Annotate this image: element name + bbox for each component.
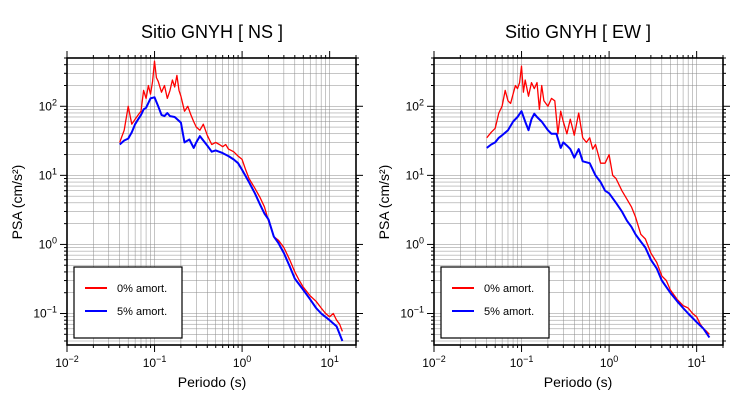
legend-box <box>73 266 183 339</box>
legend-label-0: 0% amort. <box>117 283 167 295</box>
chart-title: Sitio GNYH [ EW ] <box>505 22 651 42</box>
legend-box <box>440 266 550 339</box>
plot-frame <box>433 57 724 346</box>
series-line-0 <box>486 65 710 335</box>
legend-label-0: 0% amort. <box>484 283 534 295</box>
legend-label-1: 5% amort. <box>117 306 167 318</box>
tick-marks <box>427 51 730 352</box>
legend-label-1: 5% amort. <box>484 306 534 318</box>
series-layer <box>486 65 711 339</box>
legend: 0% amort. 5% amort. <box>73 266 183 339</box>
series-layer <box>119 60 344 342</box>
tick-marks <box>60 51 363 352</box>
chart-title: Sitio GNYH [ NS ] <box>141 22 283 42</box>
x-axis-label: Periodo (s) <box>544 374 612 390</box>
series-line-1 <box>119 96 344 342</box>
y-axis-label: PSA (cm/s²) <box>9 165 25 240</box>
legend: 0% amort. 5% amort. <box>440 266 550 339</box>
plot-frame <box>66 57 357 346</box>
x-axis-label: Periodo (s) <box>178 374 246 390</box>
chart-panel-ew: Sitio GNYH [ EW ] Periodo (s) PSA (cm/s²… <box>376 22 730 390</box>
chart-panel-ns: Sitio GNYH [ NS ] Periodo (s) PSA (cm/s²… <box>9 22 363 390</box>
series-line-1 <box>486 110 711 339</box>
series-line-0 <box>119 60 344 332</box>
y-axis-label: PSA (cm/s²) <box>376 165 392 240</box>
